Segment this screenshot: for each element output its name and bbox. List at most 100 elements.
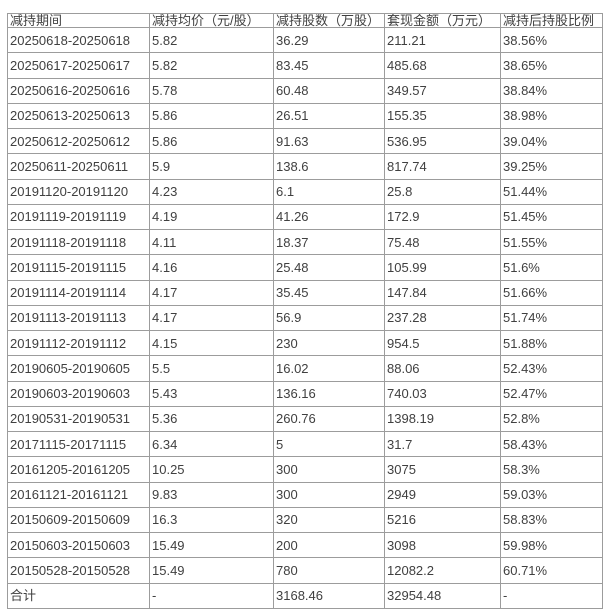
- table-cell: 38.65%: [500, 52, 603, 79]
- table-cell: 51.44%: [500, 178, 603, 205]
- table-cell: 83.45: [273, 52, 385, 79]
- table-cell: 237.28: [384, 304, 501, 332]
- table-cell: 31.7: [384, 430, 501, 458]
- table-body: 20250618-20250618 5.82 36.29 211.21 38.56% 20…: [7, 26, 603, 609]
- table-row: 20250612-20250612 5.86 91.63 536.95 39.04%: [7, 127, 603, 155]
- table-cell: 147.84: [384, 279, 501, 306]
- table-row: 20250617-20250617 5.82 83.45 485.68 38.65%: [7, 52, 603, 79]
- table-cell: 60.48: [273, 77, 385, 104]
- table-cell: 20250611-20250611: [7, 153, 150, 180]
- table-cell: 35.45: [273, 279, 385, 306]
- table-cell: 4.17: [149, 304, 274, 332]
- table-cell: 4.23: [149, 178, 274, 205]
- column-header: 减持后持股比例: [500, 13, 603, 28]
- table-cell: 20191115-20191115: [7, 254, 150, 281]
- column-header: 减持股数（万股）: [273, 13, 385, 28]
- table-cell: 5.43: [149, 380, 274, 407]
- table-cell: 20250613-20250613: [7, 102, 150, 130]
- table-cell: 5.36: [149, 405, 274, 433]
- table-row: 20191113-20191113 4.17 56.9 237.28 51.74%: [7, 304, 603, 332]
- header-row: 减持期间 减持均价（元/股） 减持股数（万股） 套现金额（万元） 减持后持股比例: [7, 13, 603, 28]
- table-cell: 16.3: [149, 506, 274, 534]
- table-cell: 740.03: [384, 380, 501, 407]
- table-cell: 39.04%: [500, 127, 603, 155]
- table-cell: 172.9: [384, 203, 501, 231]
- table-cell: -: [149, 582, 274, 609]
- table-cell: 20190605-20190605: [7, 355, 150, 382]
- table-cell: 300: [273, 456, 385, 483]
- table-cell: 36.29: [273, 26, 385, 54]
- table-cell: 20250617-20250617: [7, 52, 150, 79]
- table-cell: 15.49: [149, 531, 274, 559]
- table-row: 20191120-20191120 4.23 6.1 25.8 51.44%: [7, 178, 603, 205]
- table-row: 20191119-20191119 4.19 41.26 172.9 51.45%: [7, 203, 603, 231]
- table-cell: 155.35: [384, 102, 501, 130]
- table-cell: 38.56%: [500, 26, 603, 54]
- column-header: 减持均价（元/股）: [149, 13, 274, 28]
- table-cell: 10.25: [149, 456, 274, 483]
- table-cell: 16.02: [273, 355, 385, 382]
- table-cell: 15.49: [149, 557, 274, 584]
- table-cell: 4.17: [149, 279, 274, 306]
- table-row: 20250613-20250613 5.86 26.51 155.35 38.98%: [7, 102, 603, 130]
- table-cell: 5.78: [149, 77, 274, 104]
- table-cell: 39.25%: [500, 153, 603, 180]
- table-cell: 20150609-20150609: [7, 506, 150, 534]
- table-cell: 5.5: [149, 355, 274, 382]
- table-row: 20150609-20150609 16.3 320 5216 58.83%: [7, 506, 603, 534]
- table-cell: 51.74%: [500, 304, 603, 332]
- table-cell: 18.37: [273, 228, 385, 256]
- table-cell: 52.43%: [500, 355, 603, 382]
- table-cell: 88.06: [384, 355, 501, 382]
- table-cell: 59.03%: [500, 481, 603, 508]
- table-cell: 536.95: [384, 127, 501, 155]
- table-cell: 38.84%: [500, 77, 603, 104]
- total-row: 合计 -3168.46 32954.48-: [7, 582, 603, 609]
- table-row: 20161121-20161121 9.83 300 2949 59.03%: [7, 481, 603, 508]
- table-cell: 41.26: [273, 203, 385, 231]
- table-cell: 300: [273, 481, 385, 508]
- table-row: 20150528-20150528 15.49 780 12082.2 60.71%: [7, 557, 603, 584]
- table-cell: 20161121-20161121: [7, 481, 150, 508]
- table-cell: 60.71%: [500, 557, 603, 584]
- table-row: 20190605-20190605 5.5 16.02 88.06 52.43%: [7, 355, 603, 382]
- table-cell: 485.68: [384, 52, 501, 79]
- table-cell: 51.45%: [500, 203, 603, 231]
- table-cell: 5.9: [149, 153, 274, 180]
- table-cell: 211.21: [384, 26, 501, 54]
- table-cell: 20161205-20161205: [7, 456, 150, 483]
- table-cell: 5.82: [149, 52, 274, 79]
- table-cell: 20150528-20150528: [7, 557, 150, 584]
- table-cell: 138.6: [273, 153, 385, 180]
- table-cell: 91.63: [273, 127, 385, 155]
- table-cell: 5.86: [149, 127, 274, 155]
- table-cell: 20191112-20191112: [7, 329, 150, 357]
- table-cell: 52.8%: [500, 405, 603, 433]
- table-cell: 51.66%: [500, 279, 603, 306]
- table-cell: 9.83: [149, 481, 274, 508]
- table-cell: 1398.19: [384, 405, 501, 433]
- table-cell: 20191114-20191114: [7, 279, 150, 306]
- table-cell: 20171115-20171115: [7, 430, 150, 458]
- table-cell: 12082.2: [384, 557, 501, 584]
- table-cell: 320: [273, 506, 385, 534]
- table-cell: 20190603-20190603: [7, 380, 150, 407]
- table-cell: 26.51: [273, 102, 385, 130]
- table-cell: -: [500, 582, 603, 609]
- table-row: 20150603-20150603 15.49 200 3098 59.98%: [7, 531, 603, 559]
- table-row: 20190603-20190603 5.43 136.16 740.03 52.47%: [7, 380, 603, 407]
- table-cell: 58.43%: [500, 430, 603, 458]
- table-cell: 52.47%: [500, 380, 603, 407]
- table-cell: 51.88%: [500, 329, 603, 357]
- table-cell: 32954.48: [384, 582, 501, 609]
- table-cell: 20190531-20190531: [7, 405, 150, 433]
- table-row: 20250611-20250611 5.9 138.6 817.74 39.25%: [7, 153, 603, 180]
- table-row: 20171115-20171115 6.34 5 31.7 58.43%: [7, 430, 603, 458]
- table-cell: 260.76: [273, 405, 385, 433]
- table-row: 20250618-20250618 5.82 36.29 211.21 38.56%: [7, 26, 603, 54]
- table-cell: 6.1: [273, 178, 385, 205]
- table-cell: 6.34: [149, 430, 274, 458]
- table-cell: 20191120-20191120: [7, 178, 150, 205]
- table-cell: 2949: [384, 481, 501, 508]
- table-row: 20190531-20190531 5.36 260.76 1398.19 52.8%: [7, 405, 603, 433]
